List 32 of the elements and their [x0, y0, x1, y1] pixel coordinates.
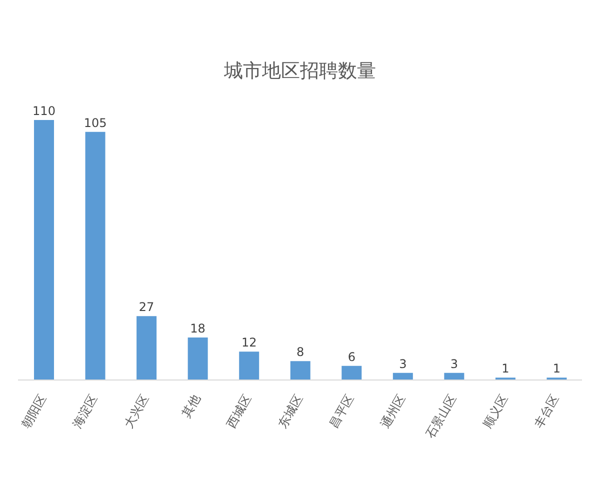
data-label: 105	[84, 116, 107, 130]
x-tick-label: 昌平区	[326, 392, 357, 430]
data-label: 3	[450, 356, 458, 371]
bar	[290, 361, 310, 380]
bar	[188, 337, 208, 380]
bar	[342, 366, 362, 380]
data-label: 18	[190, 321, 206, 336]
bar	[239, 352, 260, 380]
x-tick-label: 大兴区	[121, 392, 152, 430]
x-tick-label: 海淀区	[70, 392, 100, 430]
x-tick-label: 其他	[178, 392, 203, 420]
data-label: 1	[502, 362, 510, 376]
x-tick-label: 丰台区	[532, 392, 562, 430]
data-label: 27	[138, 300, 154, 314]
x-tick-label: 东城区	[275, 392, 306, 430]
data-label: 12	[241, 336, 257, 350]
x-tick-label: 顺义区	[480, 392, 511, 430]
bar	[136, 316, 157, 380]
x-tick-label: 石景山区	[423, 392, 460, 441]
data-label: 3	[399, 356, 407, 371]
x-tick-label: 西城区	[224, 392, 254, 430]
chart-title: 城市地区招聘数量	[223, 59, 377, 84]
bar	[444, 372, 464, 380]
x-tick-label: 通州区	[378, 392, 408, 430]
bar	[34, 120, 54, 380]
data-label: 1	[552, 362, 561, 376]
data-label: 6	[348, 350, 356, 364]
bar	[85, 132, 106, 380]
bar	[392, 372, 413, 380]
data-label: 110	[32, 104, 56, 118]
x-tick-label: 朝阳区	[18, 392, 50, 430]
data-label: 8	[296, 345, 304, 360]
